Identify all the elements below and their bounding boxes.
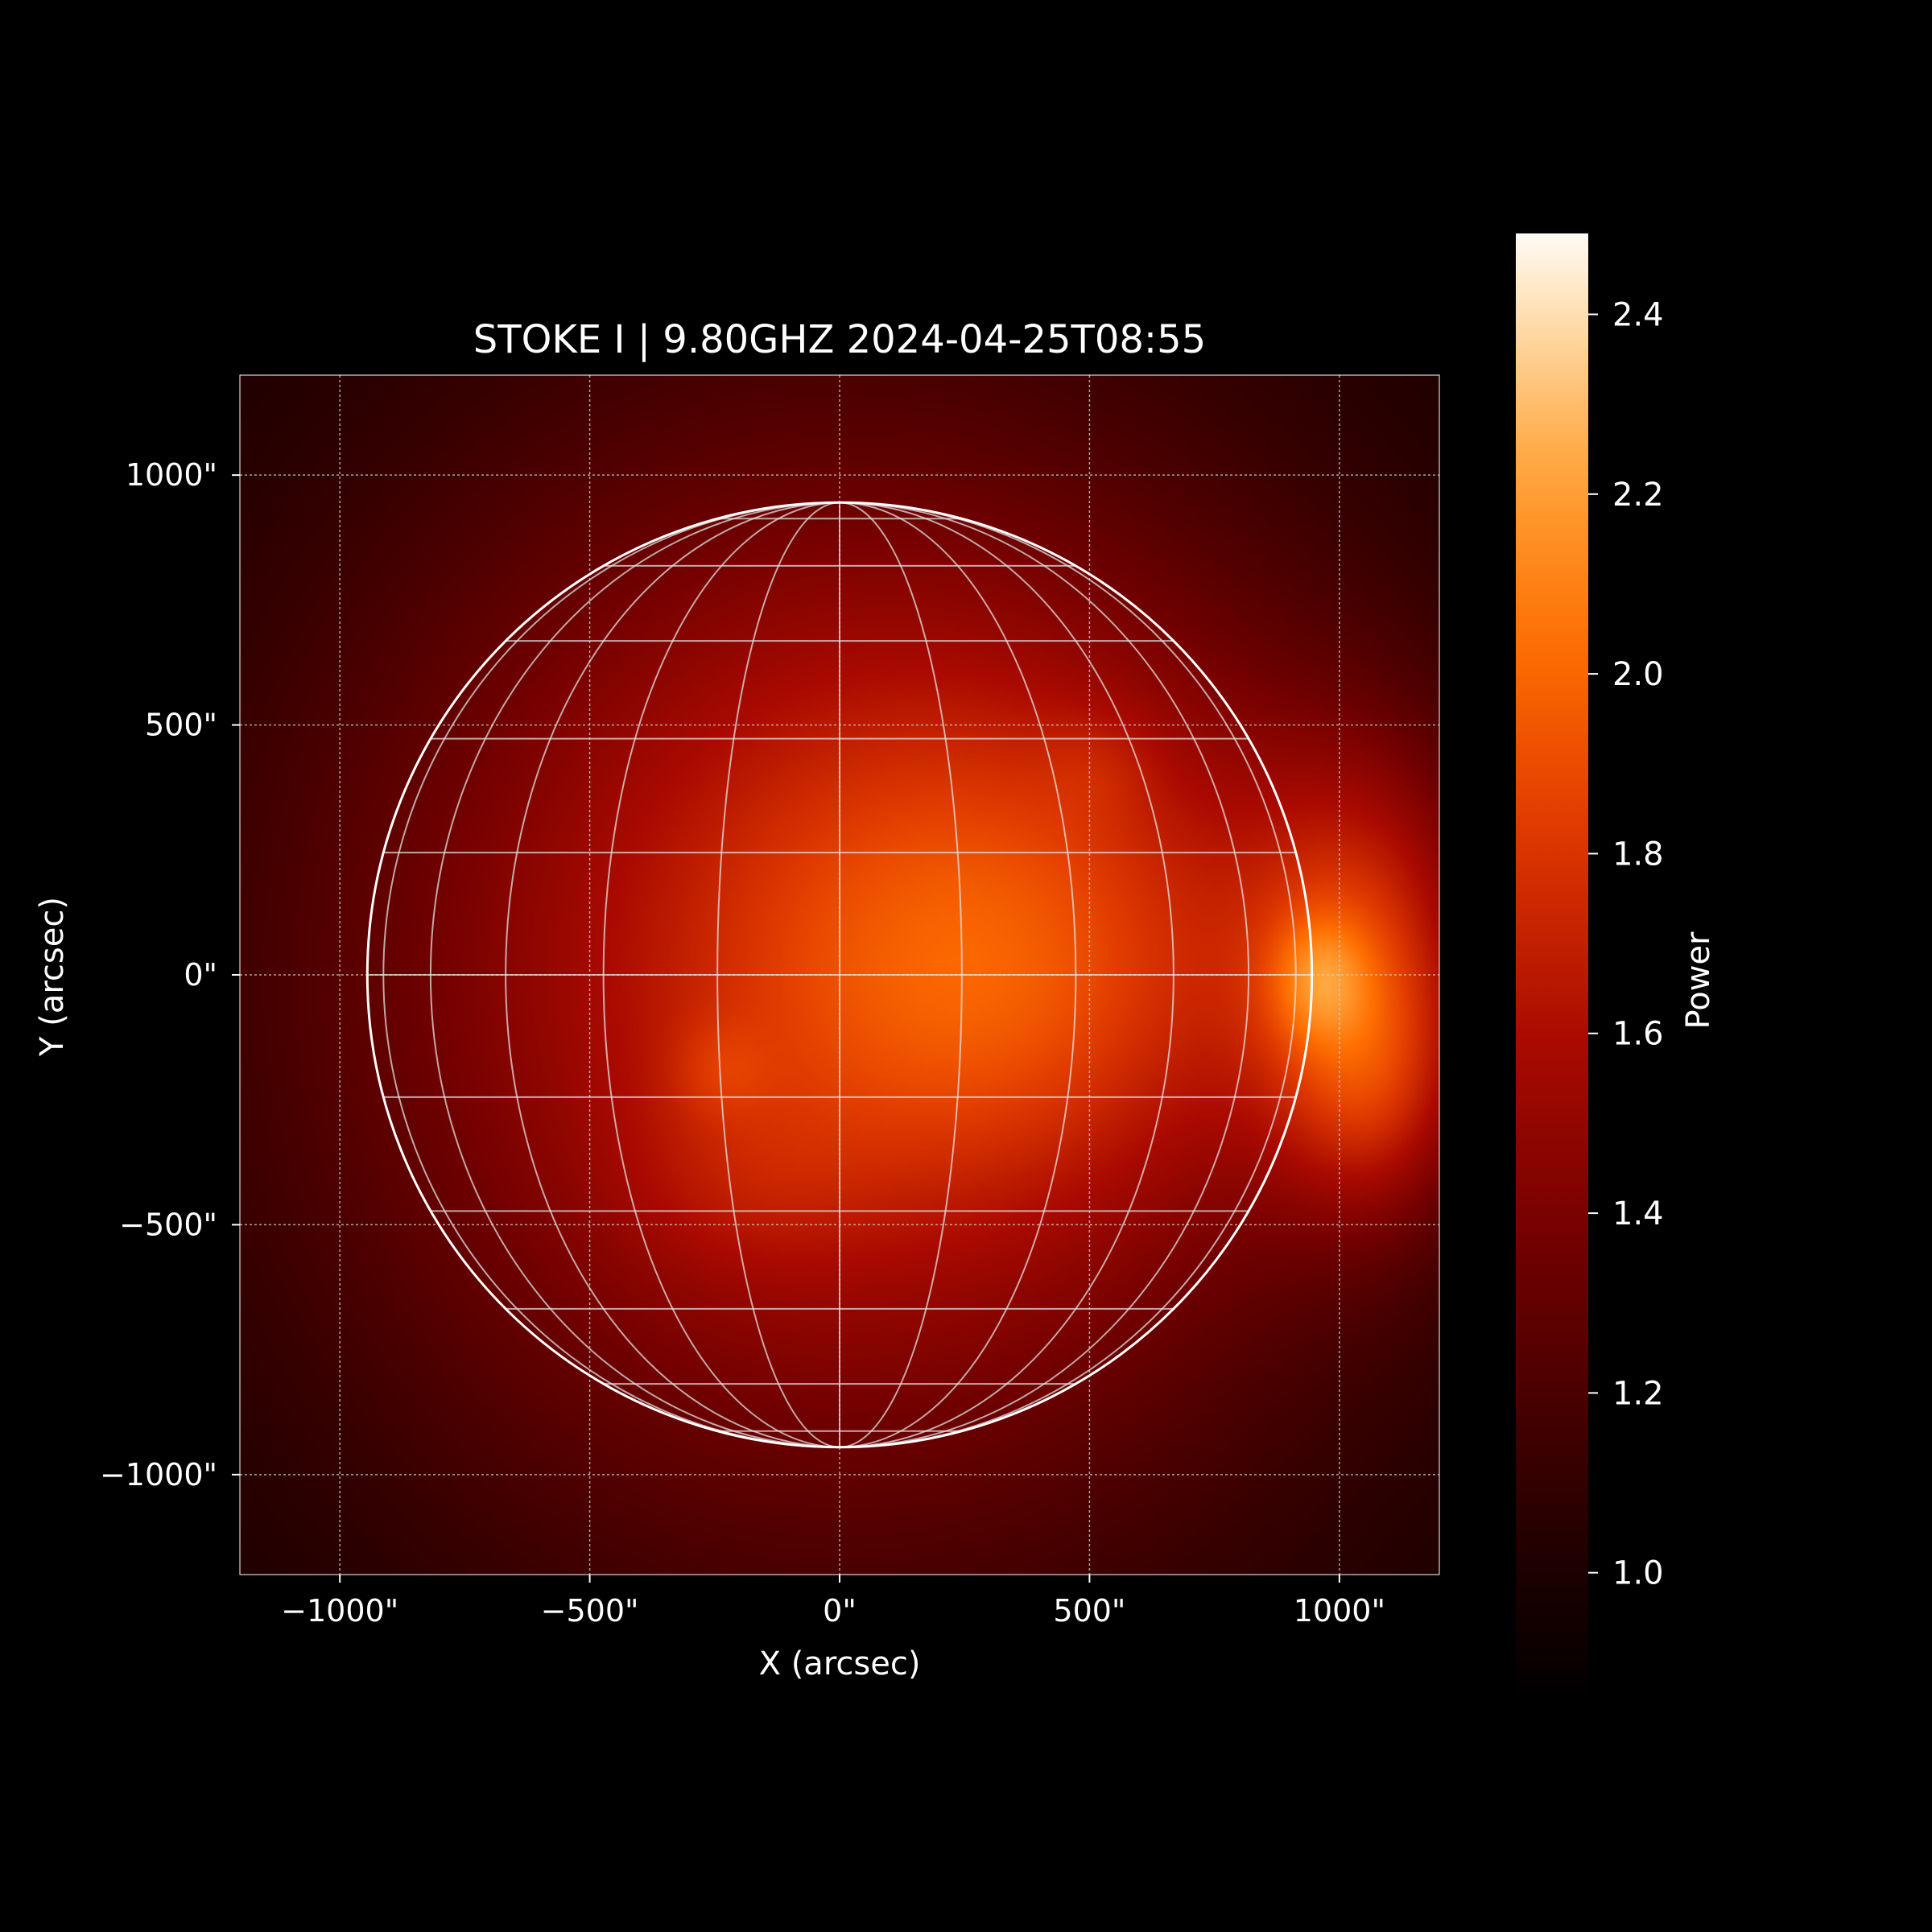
colorbar-tick-label: 1.2 — [1612, 1375, 1664, 1412]
x-axis-ticks: −1000" −500" 0" 500" 1000" — [281, 1575, 1385, 1629]
solar-limb — [365, 501, 1314, 1449]
y-tick-label: −1000" — [100, 1457, 217, 1492]
y-tick-label: 0" — [184, 957, 217, 993]
y-axis-label: Y (arcsec) — [34, 897, 71, 1057]
colorbar-ticks: 1.0 1.2 1.4 1.6 1.8 2.0 2.2 2.4 — [1588, 296, 1664, 1592]
x-tick-label: 0" — [823, 1593, 857, 1629]
x-axis-label: X (arcsec) — [759, 1645, 921, 1682]
colorbar-tick-label: 1.0 — [1612, 1555, 1664, 1592]
colorbar-tick-label: 2.0 — [1612, 656, 1664, 693]
x-tick-label: −1000" — [281, 1593, 398, 1629]
y-tick-label: 500" — [145, 708, 217, 743]
colorbar-tick-label: 1.4 — [1612, 1195, 1664, 1232]
colorbar: 1.0 1.2 1.4 1.6 1.8 2.0 2.2 2.4 Power — [1516, 233, 1717, 1699]
colorbar-tick-label: 2.4 — [1612, 296, 1664, 333]
y-tick-label: −500" — [119, 1207, 217, 1242]
y-axis-ticks: −1000" −500" 0" 500" 1000" — [100, 457, 240, 1492]
colorbar-label: Power — [1680, 931, 1717, 1029]
colorbar-tick-label: 1.6 — [1612, 1016, 1664, 1053]
x-tick-label: 500" — [1053, 1593, 1125, 1629]
y-tick-label: 1000" — [126, 457, 217, 493]
colorbar-gradient — [1516, 233, 1588, 1699]
heliographic-grid — [367, 502, 1312, 1447]
plot-area — [239, 374, 1440, 1575]
x-tick-label: 1000" — [1294, 1593, 1385, 1629]
colorbar-tick-label: 2.2 — [1612, 477, 1664, 514]
x-tick-label: −500" — [541, 1593, 639, 1629]
chart-title: STOKE I | 9.80GHZ 2024-04-25T08:55 — [473, 317, 1206, 362]
colorbar-tick-label: 1.8 — [1612, 836, 1664, 873]
